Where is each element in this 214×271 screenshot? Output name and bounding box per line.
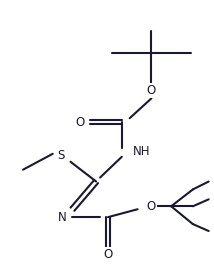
Text: O: O — [103, 248, 113, 261]
Text: N: N — [58, 211, 67, 224]
Text: O: O — [146, 200, 156, 213]
Text: S: S — [57, 149, 64, 162]
Text: O: O — [147, 84, 156, 97]
Text: O: O — [76, 116, 85, 129]
Text: NH: NH — [133, 145, 150, 158]
